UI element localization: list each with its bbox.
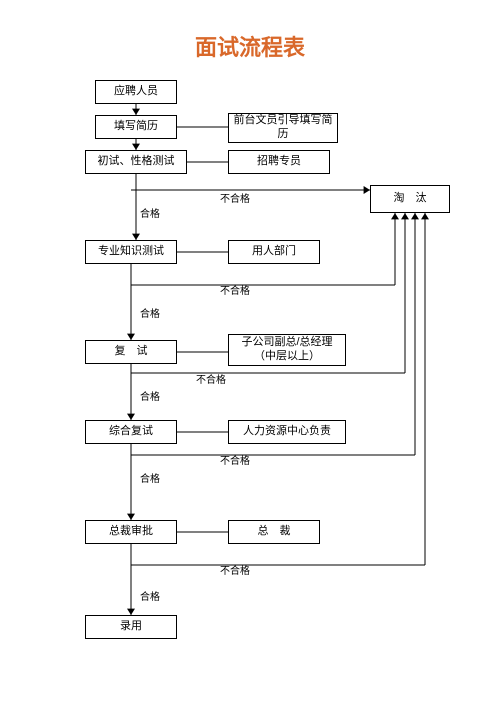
flow-node-hire: 录用 bbox=[85, 615, 177, 639]
edge-label: 不合格 bbox=[220, 452, 250, 467]
edge-label: 合格 bbox=[140, 588, 160, 603]
flow-node-combined: 综合复试 bbox=[85, 420, 177, 444]
edge-label: 不合格 bbox=[220, 282, 250, 297]
edge-label: 合格 bbox=[140, 470, 160, 485]
flow-node-recruiter: 招聘专员 bbox=[228, 150, 330, 174]
flow-node-sub_gm: 子公司副总/总经理（中层以上） bbox=[228, 334, 346, 366]
flow-node-fill_resume: 填写简历 bbox=[95, 115, 177, 139]
edge-label: 不合格 bbox=[196, 371, 226, 386]
edge-label: 合格 bbox=[140, 305, 160, 320]
flow-node-hr_center: 人力资源中心负责 bbox=[228, 420, 346, 444]
flow-node-applicant: 应聘人员 bbox=[95, 80, 177, 104]
flow-node-first_test: 初试、性格测试 bbox=[85, 150, 187, 174]
flow-node-dept: 用人部门 bbox=[228, 240, 320, 264]
flow-node-ceo: 总 裁 bbox=[228, 520, 320, 544]
flow-node-ceo_approve: 总裁审批 bbox=[85, 520, 177, 544]
edge-label: 合格 bbox=[140, 205, 160, 220]
edge-label: 不合格 bbox=[220, 190, 250, 205]
edge-label: 合格 bbox=[140, 388, 160, 403]
flow-node-eliminate: 淘 汰 bbox=[370, 185, 450, 213]
flow-node-second_int: 复 试 bbox=[85, 340, 177, 364]
flow-node-front_desk: 前台文员引导填写简历 bbox=[228, 113, 338, 143]
flow-node-prof_test: 专业知识测试 bbox=[85, 240, 177, 264]
edge-label: 不合格 bbox=[220, 562, 250, 577]
